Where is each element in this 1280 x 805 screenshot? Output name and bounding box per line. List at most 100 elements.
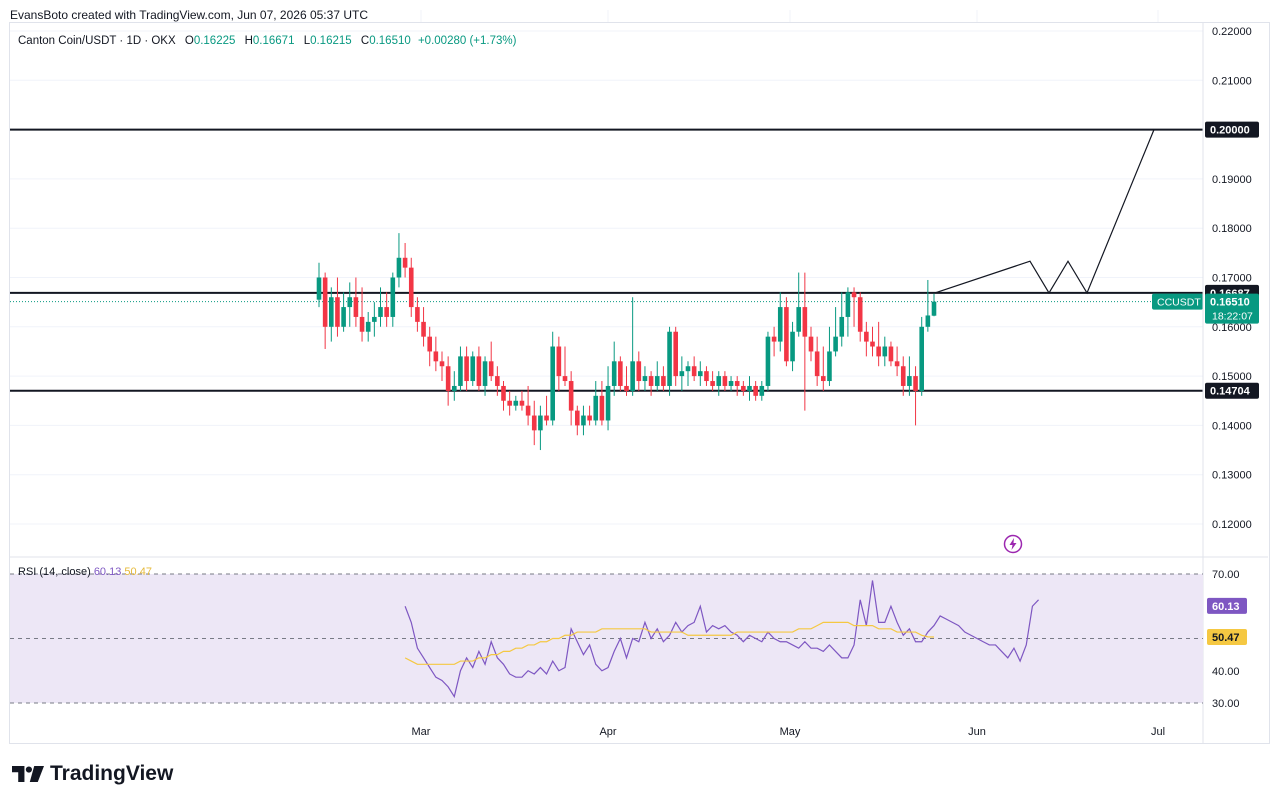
rsi-legend-value: 60.13 bbox=[93, 566, 122, 578]
candle-body bbox=[876, 346, 881, 357]
candle-body bbox=[642, 376, 648, 382]
candle-body bbox=[630, 361, 635, 391]
candle-body bbox=[710, 381, 715, 386]
rsi-ma-value-label: 50.47 bbox=[1212, 632, 1240, 644]
candle-body bbox=[722, 376, 728, 386]
high-label: H bbox=[244, 35, 253, 47]
candle-body bbox=[796, 307, 801, 332]
candle-body bbox=[765, 336, 771, 386]
candle-body bbox=[445, 366, 451, 391]
candle-body bbox=[525, 405, 531, 416]
candle-body bbox=[913, 376, 918, 391]
candle-body bbox=[439, 361, 445, 367]
last-price-label: 0.16510 bbox=[1210, 297, 1250, 309]
candle-body bbox=[347, 297, 353, 308]
price-tick-label: 0.19000 bbox=[1212, 174, 1252, 186]
price-tick-label: 0.16000 bbox=[1212, 322, 1252, 334]
candle-body bbox=[882, 346, 888, 357]
candle-body bbox=[562, 376, 568, 382]
high-value: 0.16671 bbox=[252, 35, 295, 47]
candle-body bbox=[427, 336, 432, 352]
candle-body bbox=[476, 356, 482, 386]
candle-body bbox=[322, 277, 328, 327]
candle-body bbox=[827, 351, 832, 382]
candle-body bbox=[802, 307, 808, 337]
symbol-label[interactable]: Canton Coin/USDT · 1D · OKX bbox=[18, 35, 176, 47]
candle-body bbox=[353, 297, 359, 317]
close-value: 0.16510 bbox=[369, 35, 411, 47]
rsi-value-badge bbox=[1207, 597, 1247, 614]
close-label: C bbox=[360, 35, 370, 47]
level-price-badge bbox=[1205, 382, 1259, 399]
candle-body bbox=[784, 307, 789, 362]
candle-body bbox=[538, 415, 543, 431]
candle-body bbox=[316, 277, 322, 300]
candle-body bbox=[458, 356, 463, 386]
candle-body bbox=[777, 307, 783, 342]
candle-body bbox=[728, 381, 734, 386]
candle-body bbox=[575, 410, 580, 426]
candle-body bbox=[329, 297, 334, 327]
candle-body bbox=[685, 366, 691, 372]
price-tick-label: 0.15000 bbox=[1212, 371, 1252, 383]
candle-body bbox=[501, 385, 506, 401]
open-value: 0.16225 bbox=[193, 35, 236, 47]
candle-body bbox=[556, 346, 562, 377]
time-tick-label: Apr bbox=[599, 726, 616, 738]
rsi-ma-value-badge bbox=[1207, 628, 1247, 645]
candle-body bbox=[857, 297, 863, 332]
candle-body bbox=[747, 385, 752, 391]
time-tick-label: May bbox=[780, 726, 801, 738]
candle-body bbox=[433, 351, 439, 362]
time-tick-label: Jul bbox=[1151, 726, 1165, 738]
candle-body bbox=[618, 361, 623, 386]
tradingview-logo[interactable]: TradingView bbox=[12, 762, 173, 786]
candle-body bbox=[654, 376, 660, 386]
candle-body bbox=[550, 346, 555, 421]
candle-body bbox=[341, 307, 346, 327]
candle-body bbox=[488, 361, 494, 377]
candle-body bbox=[698, 371, 703, 377]
candle-body bbox=[421, 321, 426, 337]
candle-body bbox=[661, 376, 666, 386]
symbol-badge bbox=[1152, 293, 1203, 310]
candle-body bbox=[519, 400, 525, 406]
candle-body bbox=[390, 277, 396, 317]
candle-body bbox=[753, 385, 758, 396]
low-value: 0.16215 bbox=[310, 35, 352, 47]
candle-body bbox=[833, 336, 838, 352]
candle-body bbox=[931, 301, 937, 316]
rsi-label[interactable]: RSI (14, close) bbox=[18, 566, 91, 578]
candle-body bbox=[415, 307, 420, 322]
rsi-ma-line bbox=[404, 621, 935, 665]
brand-name: TradingView bbox=[50, 762, 174, 785]
price-tick-label: 0.18000 bbox=[1212, 223, 1252, 235]
candle-body bbox=[611, 361, 617, 386]
level-price-label: 0.20000 bbox=[1210, 125, 1250, 137]
candle-body bbox=[691, 366, 697, 377]
candle-body bbox=[464, 356, 469, 382]
candle-body bbox=[636, 361, 642, 382]
candle-body bbox=[378, 307, 383, 317]
candle-body bbox=[372, 316, 377, 322]
tradingview-logo-icon bbox=[12, 766, 44, 782]
candle-body bbox=[790, 331, 795, 362]
candle-body bbox=[402, 257, 408, 268]
candle-body bbox=[544, 415, 549, 421]
candle-body bbox=[734, 381, 740, 386]
candle-body bbox=[587, 415, 592, 421]
rsi-ma-legend-value: 50.47 bbox=[124, 566, 152, 578]
candle-body bbox=[821, 376, 826, 382]
candle-body bbox=[452, 385, 457, 391]
candle-body bbox=[919, 326, 924, 391]
price-tick-label: 0.14000 bbox=[1212, 420, 1252, 432]
candle-body bbox=[384, 307, 389, 317]
rsi-tick-label: 70.00 bbox=[1212, 569, 1240, 581]
price-tick-label: 0.13000 bbox=[1212, 470, 1252, 482]
candle-body bbox=[759, 385, 765, 396]
candle-body bbox=[593, 395, 599, 421]
lightning-icon[interactable] bbox=[1003, 534, 1023, 554]
candle-body bbox=[870, 341, 875, 347]
candle-body bbox=[365, 321, 371, 332]
